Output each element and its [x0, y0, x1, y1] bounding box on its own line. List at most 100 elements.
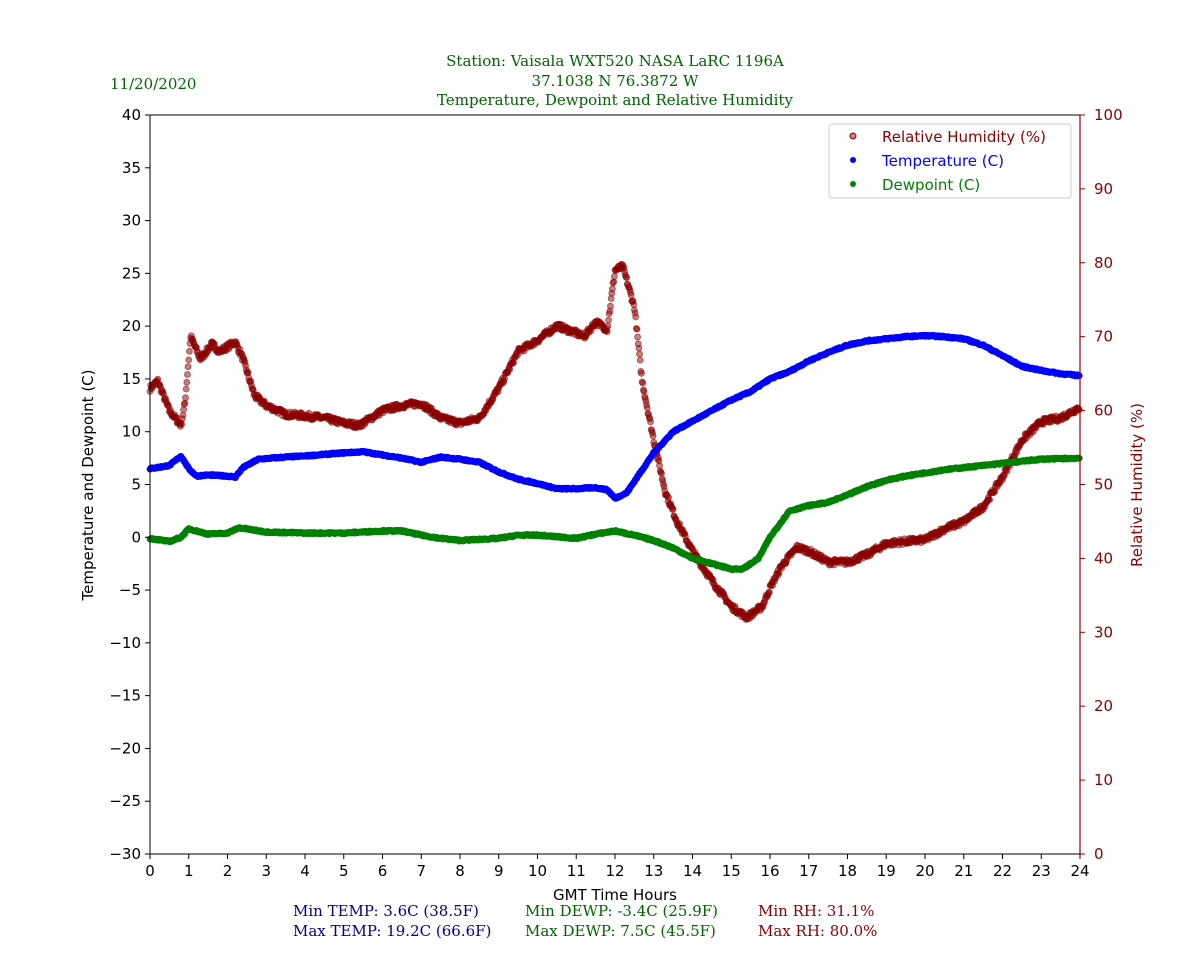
series-temperature [146, 331, 1083, 502]
x-tick-label: 5 [339, 862, 349, 880]
x-tick-label: 6 [378, 862, 388, 880]
rh-point [182, 385, 190, 393]
rh-point [632, 313, 640, 321]
rh-point [627, 291, 635, 299]
rh-point [610, 273, 618, 280]
legend-marker-rh [849, 132, 857, 140]
x-tick-label: 8 [455, 862, 465, 880]
legend: Relative Humidity (%) Temperature (C) De… [828, 123, 1072, 199]
rh-point [638, 369, 645, 377]
x-tick-label: 19 [877, 862, 896, 880]
temperature-point [1076, 372, 1083, 379]
x-tick-label: 14 [683, 862, 702, 880]
y-tick-label: 5 [131, 476, 141, 494]
rh-point [610, 278, 618, 286]
rh-point [607, 302, 614, 310]
rh-point [636, 350, 643, 358]
x-tick-label: 18 [838, 862, 857, 880]
y2-tick-label: 40 [1094, 549, 1113, 567]
y-tick-label: −10 [109, 634, 141, 652]
x-tick-label: 10 [528, 862, 547, 880]
rh-point [623, 274, 631, 282]
plot-frame [149, 114, 1081, 855]
rh-point [669, 505, 677, 513]
y-tick-label: 30 [122, 212, 141, 230]
y2-axis-label: Relative Humidity (%) [1128, 403, 1146, 567]
min-rh-stat: Min RH: 31.1% [758, 902, 874, 920]
x-tick-label: 17 [799, 862, 818, 880]
rh-point [184, 363, 192, 371]
x-tick-label: 15 [722, 862, 741, 880]
rh-point [643, 404, 651, 412]
legend-marker-temp [850, 157, 856, 163]
series-rh [146, 260, 1083, 623]
y2-tick-label: 80 [1094, 254, 1113, 272]
x-tick-label: 20 [915, 862, 934, 880]
x-tick-label: 0 [145, 862, 155, 880]
y-tick-label: −20 [109, 739, 141, 757]
y-tick-label: −15 [109, 687, 141, 705]
rh-point [634, 333, 642, 341]
legend-label-dewp: Dewpoint (C) [882, 176, 980, 194]
rh-point [178, 420, 186, 428]
chart-title-line-1: Station: Vaisala WXT520 NASA LaRC 1196A [446, 52, 784, 70]
x-tick-label: 4 [300, 862, 310, 880]
rh-point [1075, 406, 1083, 413]
y2-tick-label: 90 [1094, 180, 1113, 198]
y2-tick-label: 70 [1094, 328, 1113, 346]
rh-point [603, 328, 611, 335]
y2-tick-label: 0 [1094, 845, 1104, 863]
max-rh-stat: Max RH: 80.0% [758, 922, 877, 940]
rh-point [765, 588, 773, 596]
x-tick-label: 16 [760, 862, 779, 880]
legend-label-rh: Relative Humidity (%) [882, 128, 1046, 146]
rh-point [986, 496, 993, 504]
max-dewp-stat: Max DEWP: 7.5C (45.5F) [525, 922, 716, 940]
rh-point [636, 356, 644, 364]
rh-point [665, 494, 673, 501]
rh-point [605, 316, 612, 324]
x-tick-label: 22 [993, 862, 1012, 880]
x-tick-label: 24 [1070, 862, 1089, 880]
rh-point [604, 322, 612, 330]
rh-point [183, 378, 191, 386]
y-tick-label: 35 [122, 159, 141, 177]
x-tick-label: 2 [223, 862, 233, 880]
y2-tick-label: 50 [1094, 476, 1113, 494]
y2-tick-label: 100 [1094, 106, 1123, 124]
max-temp-stat: Max TEMP: 19.2C (66.6F) [293, 922, 491, 940]
x-tick-label: 9 [494, 862, 504, 880]
y-tick-label: 40 [122, 106, 141, 124]
y-tick-label: −30 [109, 845, 141, 863]
y-tick-label: −5 [119, 581, 141, 599]
x-tick-label: 11 [567, 862, 586, 880]
y-tick-label: 15 [122, 370, 141, 388]
rh-point [184, 371, 191, 378]
rh-point [609, 285, 616, 293]
dewpoint-point [1076, 454, 1083, 462]
rh-point [635, 344, 643, 352]
y2-tick-label: 20 [1094, 697, 1113, 715]
y-tick-label: 10 [122, 423, 141, 441]
rh-point [185, 356, 193, 364]
y-tick-label: 20 [122, 317, 141, 335]
legend-marker-dewp [850, 181, 856, 187]
chart-title-line-3: Temperature, Dewpoint and Relative Humid… [437, 91, 793, 109]
date-label: 11/20/2020 [110, 75, 196, 93]
x-tick-label: 13 [644, 862, 663, 880]
y2-tick-label: 30 [1094, 623, 1113, 641]
x-tick-label: 1 [184, 862, 194, 880]
y2-tick-label: 10 [1094, 771, 1113, 789]
y-axis-label: Temperature and Dewpoint (C) [79, 369, 97, 601]
y-tick-label: −25 [109, 792, 141, 810]
y-tick-label: 25 [122, 264, 141, 282]
rh-point [649, 432, 657, 440]
x-tick-label: 23 [1032, 862, 1051, 880]
rh-point [647, 418, 654, 426]
min-temp-stat: Min TEMP: 3.6C (38.5F) [293, 902, 479, 920]
x-tick-label: 21 [954, 862, 973, 880]
x-tick-label: 12 [605, 862, 624, 880]
x-tick-label: 3 [261, 862, 271, 880]
x-tick-label: 7 [416, 862, 426, 880]
